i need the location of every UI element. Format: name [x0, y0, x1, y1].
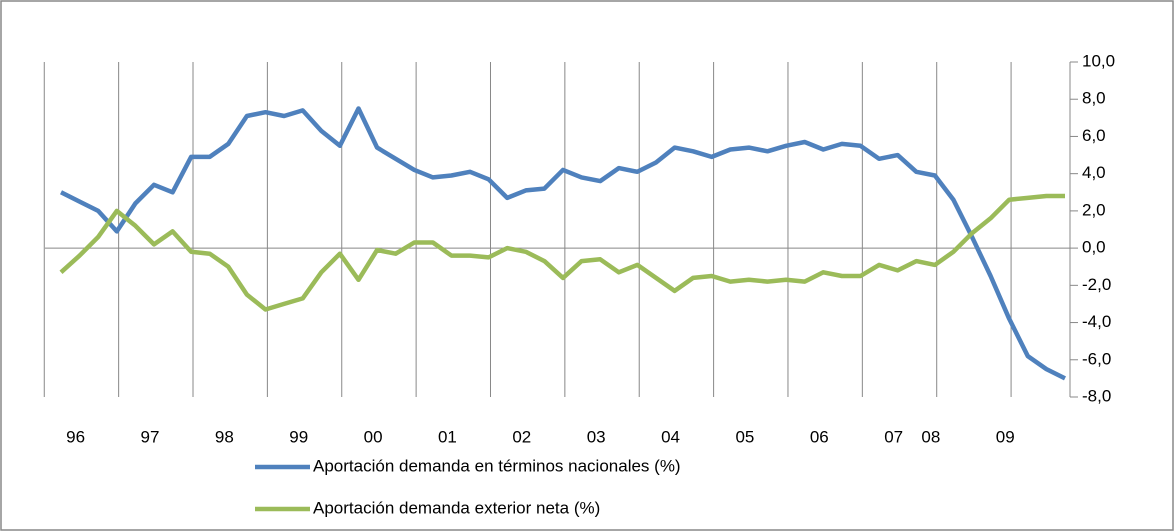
- y-tick-label: 10,0: [1082, 51, 1115, 70]
- y-tick-label: -8,0: [1082, 386, 1111, 405]
- y-tick-label: 4,0: [1082, 163, 1106, 182]
- series-line: [59, 106, 1067, 381]
- x-tick-label: 97: [141, 427, 160, 446]
- x-tick-label: 98: [215, 427, 234, 446]
- y-tick-label: 6,0: [1082, 126, 1106, 145]
- x-tick-label: 01: [438, 427, 457, 446]
- legend-label: Aportación demanda en términos nacionale…: [313, 456, 681, 475]
- x-tick-label: 04: [661, 427, 680, 446]
- x-tick-label: 08: [921, 427, 940, 446]
- x-tick-label: 00: [364, 427, 383, 446]
- legend-label: Aportación demanda exterior neta (%): [313, 498, 600, 517]
- x-tick-label: 03: [587, 427, 606, 446]
- y-tick-label: -6,0: [1082, 349, 1111, 368]
- x-tick-label: 96: [66, 427, 85, 446]
- x-tick-label: 02: [512, 427, 531, 446]
- y-tick-label: 0,0: [1082, 238, 1106, 257]
- x-tick-label: 07: [884, 427, 903, 446]
- x-tick-label: 05: [735, 427, 754, 446]
- y-tick-label: -4,0: [1082, 312, 1111, 331]
- x-tick-label: 06: [810, 427, 829, 446]
- series-line: [59, 193, 1065, 312]
- x-tick-label: 09: [996, 427, 1015, 446]
- y-tick-label: 2,0: [1082, 200, 1106, 219]
- y-tick-label: 8,0: [1082, 89, 1106, 108]
- y-tick-label: -2,0: [1082, 275, 1111, 294]
- x-tick-label: 99: [289, 427, 308, 446]
